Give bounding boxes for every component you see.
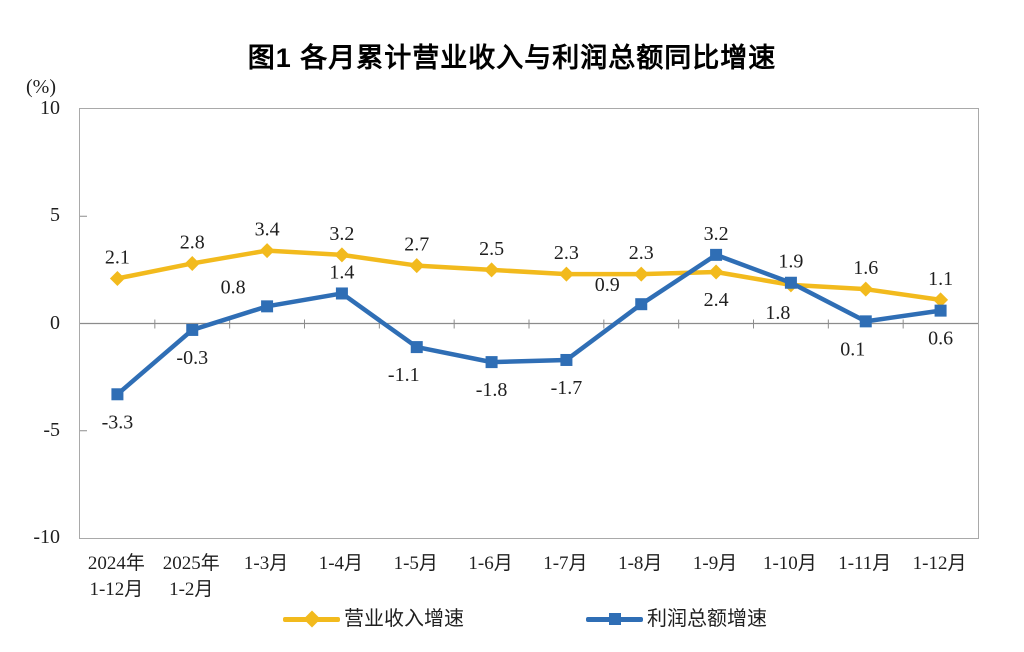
profit-marker [934,304,947,317]
legend: 营业收入增速 利润总额增速 [13,606,1024,632]
profit-marker [111,388,124,401]
profit-marker [186,323,199,336]
x-axis-category-label: 1-3月 [243,553,289,574]
revenue-value-label: 2.7 [404,234,429,256]
revenue-value-label: 1.1 [928,268,953,290]
revenue-value-label: 2.1 [105,246,130,268]
x-axis-category-label: 1-8月 [618,553,663,574]
profit-value-label: 1.9 [778,251,803,273]
profit-value-label: -1.8 [476,379,508,401]
profit-legend-marker [586,608,643,630]
y-axis: 10 5 0 -5 -10 [0,0,66,652]
x-axis-category-label: 1-10月 [762,553,817,574]
revenue-line [115,248,943,303]
revenue-value-label: 3.4 [255,219,280,241]
revenue-marker [633,266,649,282]
revenue-legend-marker [283,608,340,630]
profit-value-label: 0.1 [840,338,865,360]
revenue-marker [708,264,724,280]
y-axis-tick-label: -10 [33,526,60,548]
plot-area: 2.1 2.8 3.4 3.2 2.7 2.5 2.3 2.3 2.4 1.8 1.6 1.1 -3.3… [79,108,979,539]
profit-value-label: 3.2 [704,223,729,245]
profit-marker [261,300,274,313]
x-axis-category-label: 2025年 1-2月 [162,553,220,600]
revenue-value-label: 1.6 [853,257,878,279]
revenue-value-label: 1.8 [765,302,790,324]
profit-value-label: 0.6 [928,328,953,350]
profit-value-label: 0.8 [221,276,246,298]
x-axis-category-label: 1-12月 [912,553,967,574]
revenue-marker [933,292,949,308]
profit-marker [410,341,423,354]
revenue-value-label: 2.3 [629,242,654,264]
profit-marker [560,353,573,366]
profit-value-label: 1.4 [329,261,354,283]
y-axis-unit-label: (%) [26,76,56,98]
revenue-marker [858,281,874,297]
revenue-marker [259,243,275,259]
revenue-legend-diamond-icon [303,610,320,628]
x-axis-category-label: 1-4月 [318,553,364,574]
x-axis-category-label: 2024年 1-12月 [87,553,145,600]
revenue-value-label: 2.5 [479,238,504,260]
legend-item-profit: 利润总额增速 [586,606,767,632]
revenue-marker [109,270,125,286]
x-axis-category-label: 1-7月 [543,553,588,574]
profit-marker [710,248,723,261]
profit-legend-square-icon [608,613,621,625]
chart-canvas: 2.1 2.8 3.4 3.2 2.7 2.5 2.3 2.3 2.4 1.8 1.6 1.1 -3.3… [80,215,978,433]
profit-value-label: -3.3 [102,411,134,433]
x-axis-category-label: 1-11月 [838,553,892,574]
revenue-marker [184,255,200,271]
profit-legend-label: 利润总额增速 [647,608,767,630]
revenue-value-label: 2.4 [704,289,729,311]
x-axis-category-label: 1-5月 [393,553,438,574]
revenue-marker [334,247,350,263]
profit-value-label: -1.7 [551,377,583,399]
profit-value-label: 0.9 [595,274,620,296]
x-axis-category-label: 1-9月 [692,553,738,574]
revenue-marker [409,258,425,274]
profit-marker [784,276,797,289]
y-axis-tick-label: 5 [50,204,60,227]
profit-value-label: -1.1 [388,364,420,386]
profit-marker [485,356,498,369]
y-axis-tick-label: 10 [40,97,60,119]
profit-line [115,252,943,397]
y-axis-tick-label: -5 [43,418,60,441]
y-axis-tick-label: 0 [50,311,60,334]
revenue-legend-label: 营业收入增速 [344,608,464,630]
revenue-marker [558,266,574,282]
revenue-value-label: 2.3 [554,242,579,264]
profit-value-label: -0.3 [176,347,208,369]
profit-marker [859,315,872,328]
legend-item-revenue: 营业收入增速 [283,606,464,632]
chart-title: 图1 各月累计营业收入与利润总额同比增速 [247,43,777,73]
profit-marker [635,298,648,311]
revenue-value-label: 2.8 [180,231,205,253]
x-axis-category-label: 1-6月 [468,553,513,574]
profit-marker [335,287,348,300]
revenue-value-label: 3.2 [329,223,354,245]
revenue-marker [484,262,500,278]
